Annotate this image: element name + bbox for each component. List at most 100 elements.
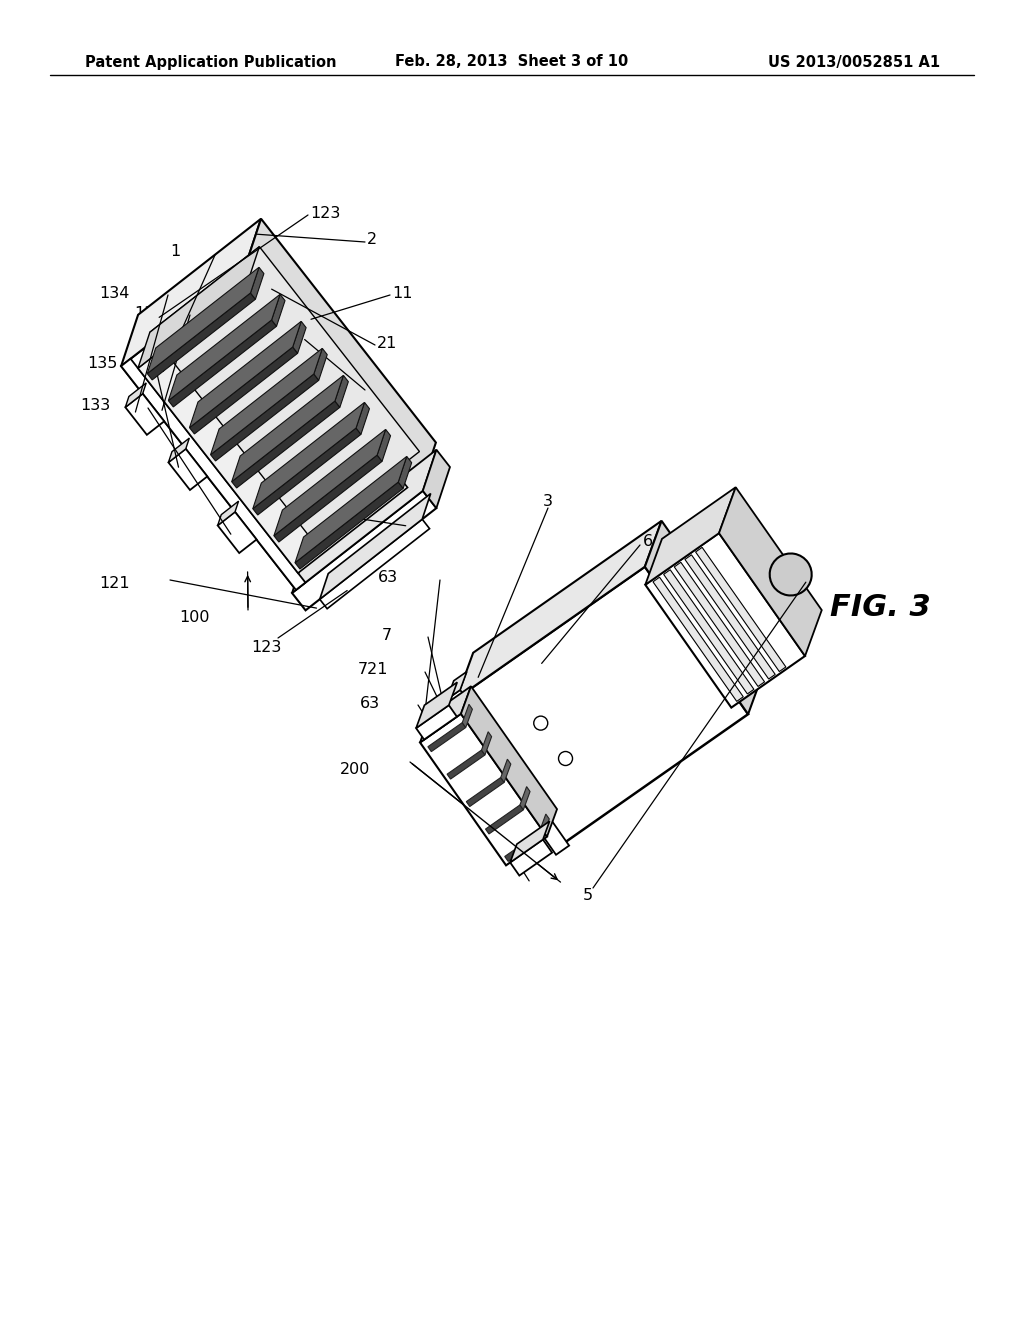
Polygon shape: [121, 219, 261, 366]
Polygon shape: [168, 449, 207, 490]
Polygon shape: [466, 777, 504, 807]
Polygon shape: [271, 294, 285, 326]
Polygon shape: [189, 347, 298, 434]
Polygon shape: [121, 271, 419, 590]
Text: 11: 11: [392, 285, 413, 301]
Text: 5: 5: [583, 888, 593, 903]
Polygon shape: [510, 821, 550, 862]
Polygon shape: [457, 521, 662, 698]
Text: Feb. 28, 2013  Sheet 3 of 10: Feb. 28, 2013 Sheet 3 of 10: [395, 54, 629, 70]
Polygon shape: [653, 577, 743, 701]
Text: FIG. 3: FIG. 3: [830, 594, 931, 623]
Text: 3: 3: [543, 494, 553, 508]
Polygon shape: [719, 487, 821, 656]
Ellipse shape: [770, 553, 812, 595]
Polygon shape: [645, 521, 765, 714]
Polygon shape: [138, 282, 408, 573]
Text: 1: 1: [170, 244, 180, 260]
Polygon shape: [457, 566, 749, 846]
Polygon shape: [674, 562, 765, 686]
Text: 1221: 1221: [357, 508, 397, 524]
Polygon shape: [125, 383, 146, 408]
Polygon shape: [416, 682, 457, 729]
Text: 721: 721: [357, 663, 388, 677]
Polygon shape: [485, 805, 523, 834]
Polygon shape: [211, 348, 323, 454]
Polygon shape: [356, 403, 370, 434]
Polygon shape: [295, 457, 407, 562]
Polygon shape: [251, 267, 264, 300]
Polygon shape: [461, 686, 557, 837]
Text: 10: 10: [367, 380, 387, 396]
Polygon shape: [447, 690, 569, 855]
Polygon shape: [416, 705, 457, 739]
Polygon shape: [501, 759, 511, 783]
Text: 13: 13: [135, 305, 155, 321]
Polygon shape: [540, 814, 549, 837]
Text: 100: 100: [179, 610, 210, 624]
Polygon shape: [125, 393, 164, 434]
Text: 63: 63: [378, 570, 398, 586]
Polygon shape: [685, 554, 775, 678]
Polygon shape: [398, 457, 412, 488]
Polygon shape: [231, 375, 343, 482]
Text: 122: 122: [367, 453, 397, 467]
Polygon shape: [292, 450, 436, 593]
Polygon shape: [168, 294, 281, 401]
Polygon shape: [462, 705, 472, 727]
Polygon shape: [273, 429, 386, 536]
Polygon shape: [520, 787, 530, 810]
Text: 121: 121: [99, 576, 130, 590]
Polygon shape: [231, 401, 340, 488]
Text: 200: 200: [340, 763, 370, 777]
Text: US 2013/0052851 A1: US 2013/0052851 A1: [768, 54, 940, 70]
Text: 123: 123: [251, 640, 282, 656]
Text: 134: 134: [99, 285, 130, 301]
Text: 133: 133: [80, 399, 110, 413]
Polygon shape: [420, 714, 547, 866]
Polygon shape: [447, 750, 485, 779]
Polygon shape: [150, 247, 420, 537]
Polygon shape: [295, 482, 403, 569]
Polygon shape: [293, 321, 306, 354]
Polygon shape: [211, 374, 318, 461]
Polygon shape: [147, 267, 259, 374]
Text: 135: 135: [88, 355, 118, 371]
Polygon shape: [645, 487, 735, 585]
Text: 7: 7: [382, 627, 392, 643]
Polygon shape: [189, 321, 301, 428]
Polygon shape: [645, 533, 805, 708]
Polygon shape: [168, 319, 276, 407]
Polygon shape: [510, 840, 552, 875]
Polygon shape: [138, 247, 259, 368]
Polygon shape: [253, 403, 365, 508]
Polygon shape: [253, 428, 361, 515]
Polygon shape: [273, 455, 382, 543]
Polygon shape: [168, 438, 189, 462]
Circle shape: [534, 717, 548, 730]
Polygon shape: [377, 429, 390, 462]
Polygon shape: [664, 570, 754, 694]
Text: 2: 2: [367, 232, 377, 248]
Polygon shape: [335, 375, 348, 408]
Polygon shape: [420, 686, 471, 742]
Polygon shape: [319, 494, 431, 599]
Polygon shape: [147, 293, 255, 380]
Polygon shape: [447, 672, 467, 700]
Text: 6: 6: [643, 535, 653, 549]
Polygon shape: [313, 348, 328, 380]
Text: 123: 123: [310, 206, 340, 220]
Polygon shape: [481, 731, 492, 755]
Polygon shape: [505, 833, 543, 862]
Polygon shape: [218, 502, 239, 525]
Polygon shape: [218, 512, 257, 553]
Text: Patent Application Publication: Patent Application Publication: [85, 54, 337, 70]
Polygon shape: [423, 450, 450, 508]
Text: 21: 21: [377, 335, 397, 351]
Polygon shape: [695, 548, 785, 672]
Polygon shape: [428, 722, 466, 751]
Circle shape: [558, 751, 572, 766]
Polygon shape: [121, 359, 305, 590]
Polygon shape: [319, 519, 430, 609]
Text: 63: 63: [359, 696, 380, 710]
